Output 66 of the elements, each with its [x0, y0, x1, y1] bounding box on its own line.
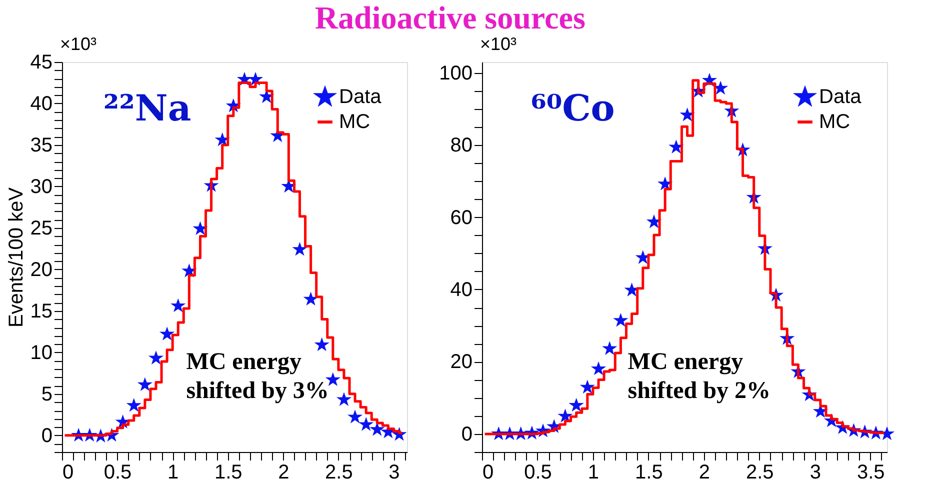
x-tick-label: 1 — [588, 462, 600, 484]
y-tick-label: 0 — [41, 424, 52, 447]
point — [370, 422, 385, 436]
annotation: MC energy shifted by 2% — [628, 349, 770, 404]
y-axis-title: Events/100 keV — [5, 186, 28, 328]
y-tick-label: 25 — [30, 217, 52, 240]
legend-label: MC — [819, 111, 850, 133]
y-tick-label: 30 — [30, 176, 52, 198]
y-tick-label: 0 — [461, 423, 472, 446]
point — [613, 312, 628, 327]
point — [558, 408, 573, 422]
point — [358, 417, 374, 431]
point — [126, 398, 142, 412]
annotation: ²²Na — [103, 87, 192, 130]
x-tick-label: 0.5 — [524, 462, 552, 484]
point — [159, 326, 175, 340]
point — [303, 292, 318, 306]
y-tick-label: 40 — [450, 279, 472, 301]
y-tick-label: 100 — [439, 62, 472, 84]
point — [292, 242, 308, 256]
point — [580, 380, 595, 394]
y-tick-label: 40 — [30, 92, 52, 115]
x-tick-label: 0 — [482, 462, 494, 484]
x-tick-label: 3.5 — [856, 462, 885, 484]
point — [680, 108, 695, 122]
y-tick-label: 15 — [30, 300, 52, 322]
y-tick-label: 60 — [450, 206, 472, 229]
y-tick-label: 5 — [41, 383, 52, 406]
x-tick-label: 3 — [388, 462, 400, 484]
x-tick-label: 2.5 — [746, 462, 774, 484]
x-tick-label: 0 — [62, 462, 74, 484]
point — [712, 80, 728, 95]
x-tick-label: 0.5 — [104, 462, 132, 484]
x-tick-label: 2.5 — [325, 462, 353, 484]
annotation: MC energy shifted by 3% — [186, 349, 329, 404]
point — [658, 176, 673, 190]
text: ×10³ — [480, 34, 517, 54]
y-tick-label: 20 — [30, 258, 52, 281]
point — [314, 337, 330, 352]
y-tick-label: 10 — [30, 342, 52, 364]
y-tick-label: 45 — [30, 52, 52, 74]
x-tick-label: 2 — [698, 462, 710, 484]
x-tick-label: 3 — [810, 462, 821, 484]
legend-label: MC — [339, 111, 370, 133]
point — [170, 298, 186, 312]
point — [568, 398, 584, 412]
y-tick-label: 20 — [450, 351, 472, 374]
x-tick-label: 2 — [278, 462, 290, 484]
point — [602, 341, 618, 355]
point — [137, 377, 153, 392]
legend-label: Data — [819, 86, 862, 108]
x-tick-label: 1.5 — [635, 462, 663, 484]
annotation: ⁶⁰Co — [530, 87, 615, 130]
point — [347, 410, 363, 424]
x-tick-label: 1.5 — [214, 462, 242, 484]
point — [336, 392, 352, 406]
y-tick-label: 80 — [450, 134, 472, 157]
point — [590, 361, 606, 376]
point — [148, 350, 164, 364]
point — [646, 214, 662, 228]
point — [325, 372, 340, 386]
legend-label: Data — [339, 86, 382, 108]
y-tick-label: 35 — [30, 134, 52, 156]
chart-title: Radioactive sources — [314, 0, 586, 36]
x-tick-label: 1 — [168, 462, 179, 484]
text: ×10³ — [60, 34, 97, 54]
